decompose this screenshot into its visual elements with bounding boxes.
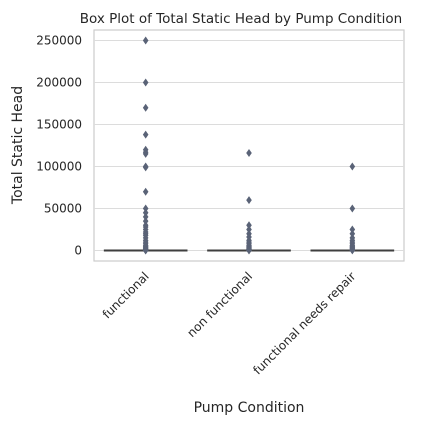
y-gridlines [94, 41, 404, 251]
chart-title: Box Plot of Total Static Head by Pump Co… [80, 11, 402, 27]
x-axis-label: Pump Condition [194, 400, 305, 416]
y-tick-label: 150000 [36, 118, 82, 132]
outlier-point [143, 79, 149, 87]
outlier-point [143, 37, 149, 45]
y-tick-label: 0 [74, 244, 82, 258]
y-tick-label: 50000 [44, 202, 82, 216]
x-tick-label: functional [100, 269, 152, 321]
outlier-point [246, 196, 252, 204]
box-2 [208, 149, 291, 254]
y-tick-label: 100000 [36, 160, 82, 174]
x-tick-label: functional needs repair [250, 269, 358, 377]
y-tick-label: 200000 [36, 76, 82, 90]
outlier-point [143, 104, 149, 112]
y-axis-label: Total Static Head [10, 86, 26, 205]
box-1 [104, 37, 187, 255]
y-tick-labels: 0 50000 100000 150000 200000 250000 [36, 34, 82, 258]
outlier-point [143, 188, 149, 196]
outlier-point [143, 163, 149, 171]
outlier-point [246, 149, 252, 157]
y-tick-label: 250000 [36, 34, 82, 48]
box-series [104, 37, 393, 255]
outlier-point [350, 205, 356, 213]
outlier-point [143, 131, 149, 139]
x-tick-label: non functional [184, 269, 255, 340]
outlier-point [350, 163, 356, 171]
